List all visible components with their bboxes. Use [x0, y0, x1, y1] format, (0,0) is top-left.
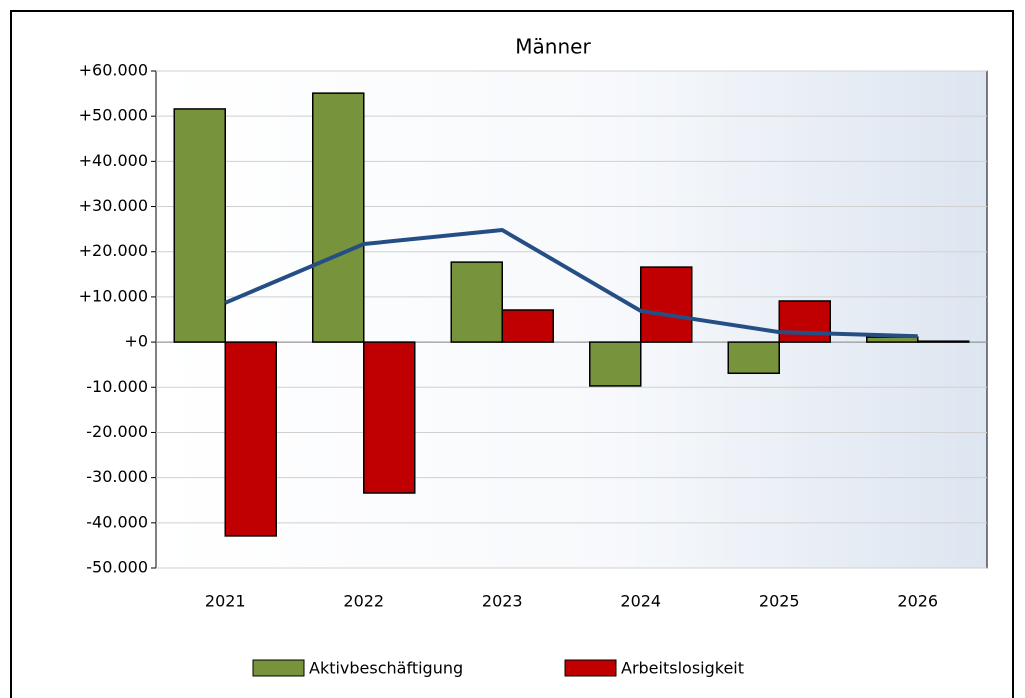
- y-tick-label: +20.000: [79, 241, 148, 260]
- y-tick-label: +30.000: [79, 196, 148, 215]
- y-tick-label: -40.000: [86, 512, 148, 531]
- plot-area: [155, 70, 988, 569]
- x-tick-label: 2022: [343, 592, 384, 611]
- y-tick-label: +60.000: [79, 61, 148, 80]
- x-tick-label: 2021: [205, 592, 246, 611]
- y-tick-label: -20.000: [86, 422, 148, 441]
- bar: [589, 341, 642, 387]
- bar: [778, 300, 831, 343]
- y-tick-label: -30.000: [86, 467, 148, 486]
- y-tick-label: +50.000: [79, 106, 148, 125]
- bar: [224, 341, 277, 537]
- x-tick-label: 2025: [759, 592, 800, 611]
- bar: [363, 341, 416, 494]
- legend-label: Aktivbeschäftigung: [309, 659, 463, 678]
- bar: [173, 108, 226, 343]
- bar: [727, 341, 780, 375]
- y-tick-label: -50.000: [86, 558, 148, 577]
- y-tick-label: +10.000: [79, 286, 148, 305]
- x-tick-label: 2026: [897, 592, 938, 611]
- bar: [640, 266, 693, 343]
- chart-title: Männer: [515, 35, 591, 59]
- x-tick-label: 2024: [620, 592, 661, 611]
- legend-swatch: [564, 659, 617, 677]
- line: [224, 228, 918, 339]
- bar: [312, 92, 365, 343]
- bar: [501, 309, 554, 343]
- y-tick-label: -10.000: [86, 377, 148, 396]
- legend-swatch: [252, 659, 305, 677]
- bar: [917, 340, 970, 343]
- x-tick-label: 2023: [482, 592, 523, 611]
- legend-label: Arbeitslosigkeit: [621, 659, 744, 678]
- y-tick-label: +0: [124, 332, 148, 351]
- y-tick-label: +40.000: [79, 151, 148, 170]
- bar: [450, 261, 503, 343]
